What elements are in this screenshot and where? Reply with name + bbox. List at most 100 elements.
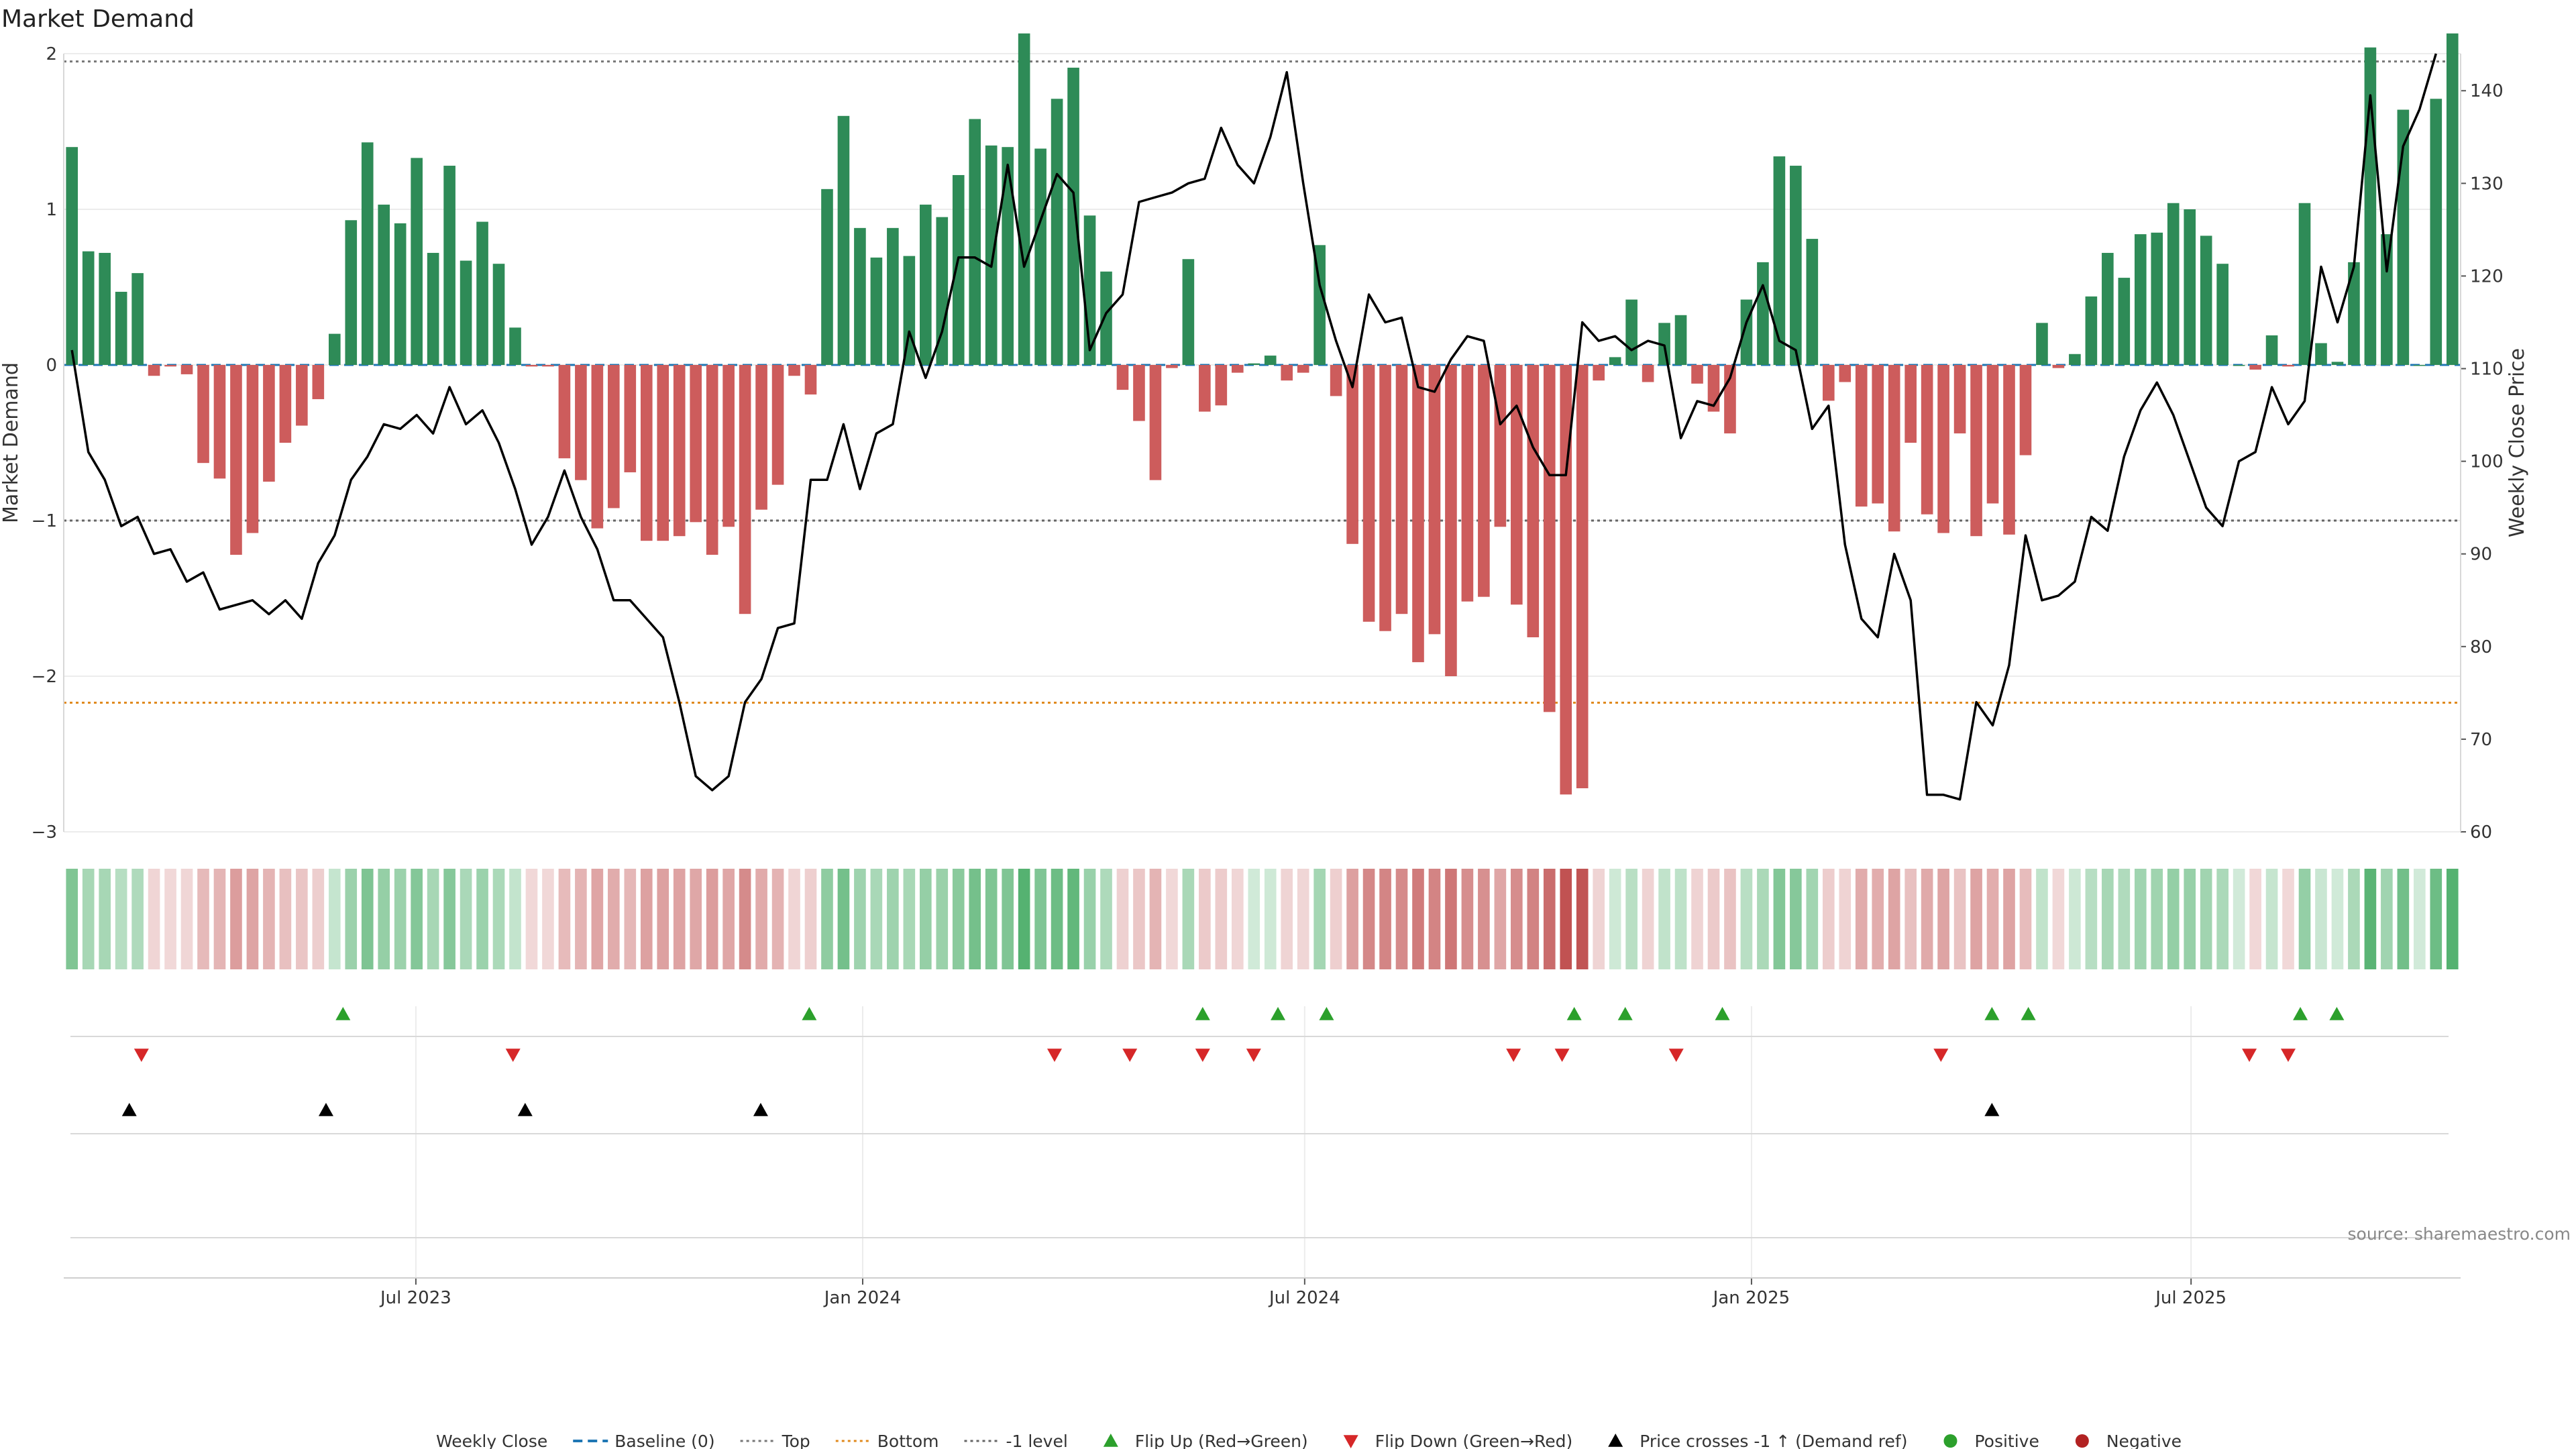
- flip-down-marker: [133, 1049, 149, 1062]
- heat-cell: [197, 869, 209, 969]
- heat-cell: [509, 869, 521, 969]
- demand-bar: [1937, 365, 1949, 533]
- demand-bar: [804, 365, 817, 395]
- heat-cell: [2200, 869, 2212, 969]
- event-rows: [70, 1007, 2449, 1238]
- heat-cell: [755, 869, 767, 969]
- legend: Weekly Close Baseline (0) Top Bottom -1 leve…: [436, 1432, 2182, 1449]
- legend-label: Top: [782, 1432, 810, 1449]
- y-right-tick-label: 140: [2470, 81, 2504, 101]
- demand-bar: [722, 365, 735, 527]
- source-note: source: sharemaestro.com: [2348, 1224, 2571, 1244]
- heat-cell: [2003, 869, 2015, 969]
- heat-cell: [1674, 869, 1687, 969]
- heat-cell: [460, 869, 472, 969]
- price-cross-marker: [753, 1103, 768, 1116]
- heat-cell: [230, 869, 242, 969]
- demand-bar: [920, 205, 932, 365]
- demand-bar: [1346, 365, 1358, 544]
- legend-marker: [1608, 1434, 1623, 1447]
- demand-bar: [1511, 365, 1523, 605]
- heat-cell: [1362, 869, 1375, 969]
- demand-bar: [213, 365, 226, 479]
- heat-cell: [213, 869, 226, 969]
- demand-bar: [476, 221, 488, 365]
- heat-cell: [640, 869, 653, 969]
- heat-cell: [2397, 869, 2410, 969]
- demand-bar: [1560, 365, 1572, 795]
- heat-cell: [345, 869, 358, 969]
- legend-item-weekly-close: Weekly Close: [436, 1432, 547, 1449]
- flip-down-marker: [1506, 1049, 1521, 1062]
- price-cross-marker: [1984, 1103, 2000, 1116]
- demand-bar: [1330, 365, 1342, 396]
- heat-cell: [1527, 869, 1540, 969]
- heat-cell: [870, 869, 883, 969]
- legend-label: Flip Down (Green→Red): [1375, 1432, 1573, 1449]
- demand-bar: [854, 227, 866, 365]
- legend-item-flip-down: Flip Down (Green→Red): [1343, 1432, 1573, 1449]
- legend-marker: [1943, 1434, 1957, 1448]
- demand-heat-strip: [66, 869, 2459, 969]
- demand-bar: [2348, 262, 2360, 365]
- y-left-tick-label: −1: [32, 511, 57, 531]
- demand-bar: [575, 365, 587, 480]
- flip-down-marker: [2242, 1049, 2257, 1062]
- heat-cell: [180, 869, 193, 969]
- demand-bar: [427, 252, 439, 365]
- heat-cell: [427, 869, 439, 969]
- heat-cell: [706, 869, 718, 969]
- heat-cell: [1034, 869, 1046, 969]
- heat-cell: [394, 869, 407, 969]
- heat-cell: [2265, 869, 2278, 969]
- demand-bar: [1658, 323, 1670, 365]
- heat-cell: [525, 869, 538, 969]
- demand-bar: [1215, 365, 1228, 406]
- heat-cell: [1379, 869, 1391, 969]
- demand-bar: [821, 189, 833, 365]
- heat-cell: [1264, 869, 1277, 969]
- flip-down-marker: [1554, 1049, 1570, 1062]
- heat-cell: [722, 869, 735, 969]
- demand-bar: [969, 119, 981, 365]
- heat-cell: [690, 869, 702, 969]
- heat-cell: [1724, 869, 1736, 969]
- flip-down-marker: [505, 1049, 521, 1062]
- heat-cell: [1970, 869, 1982, 969]
- heat-cell: [2052, 869, 2065, 969]
- heat-cell: [1461, 869, 1474, 969]
- legend-item-minus1: -1 level: [964, 1432, 1068, 1449]
- heat-cell: [1576, 869, 1589, 969]
- heat-cell: [1888, 869, 1900, 969]
- demand-bar: [1625, 299, 1638, 365]
- heat-cell: [2331, 869, 2344, 969]
- demand-bar: [624, 365, 637, 473]
- demand-bar: [2134, 234, 2147, 365]
- heat-cell: [443, 869, 455, 969]
- flip-up-marker: [2021, 1007, 2036, 1020]
- legend-label: Negative: [2106, 1432, 2182, 1449]
- demand-bar: [2414, 365, 2426, 366]
- demand-bar: [755, 365, 767, 510]
- y-left-tick-label: −2: [32, 667, 57, 687]
- demand-bar: [2167, 203, 2180, 365]
- heat-cell: [1199, 869, 1211, 969]
- legend-label: Flip Up (Red→Green): [1135, 1432, 1308, 1449]
- heat-cell: [1149, 869, 1162, 969]
- demand-bar: [673, 365, 686, 537]
- heat-cell: [1412, 869, 1424, 969]
- grid: [64, 53, 2461, 1278]
- heat-cell: [2430, 869, 2443, 969]
- demand-bar: [1100, 271, 1112, 365]
- demand-bar: [131, 273, 144, 365]
- price-cross-marker: [318, 1103, 333, 1116]
- demand-bar: [492, 264, 505, 365]
- heat-cell: [558, 869, 571, 969]
- y-right-tick-label: 130: [2470, 174, 2504, 194]
- demand-bar: [936, 217, 949, 365]
- flip-up-marker: [1984, 1007, 2000, 1020]
- demand-bar: [180, 365, 193, 374]
- demand-bar: [1051, 99, 1063, 365]
- heat-cell: [1297, 869, 1309, 969]
